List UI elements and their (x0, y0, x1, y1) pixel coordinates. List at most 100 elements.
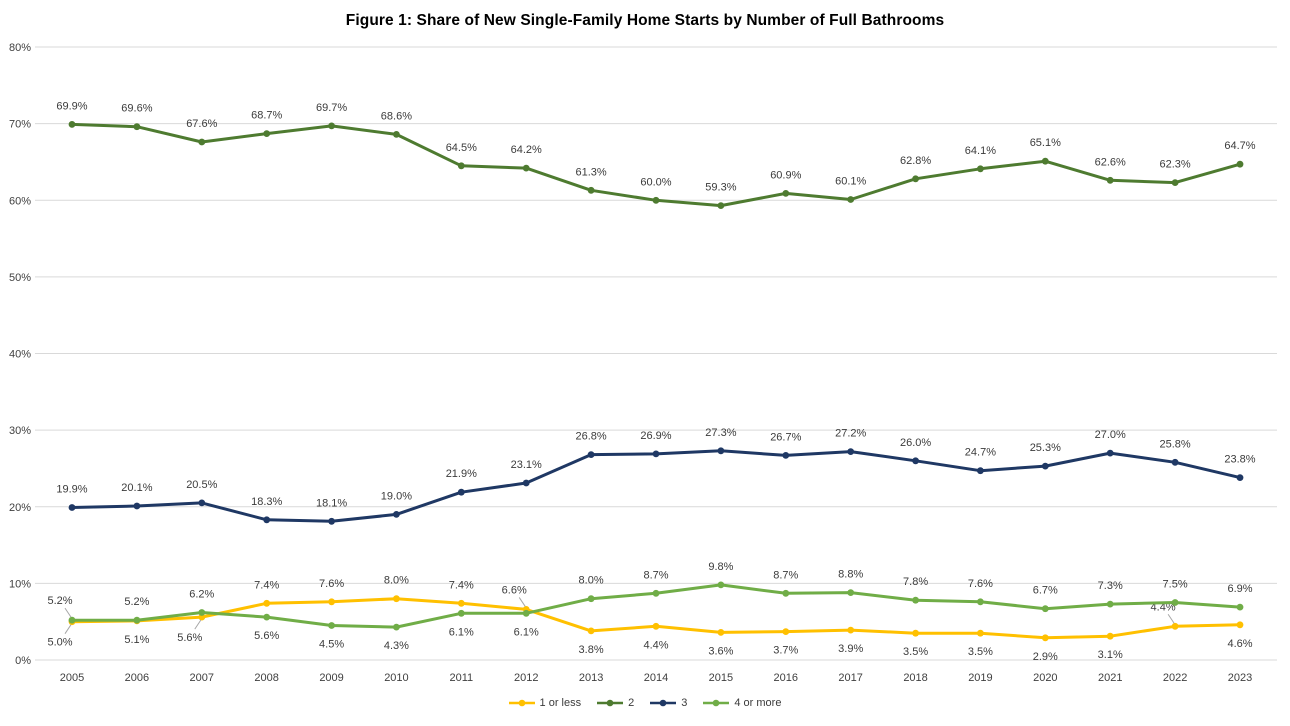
data-point (1106, 632, 1114, 640)
data-label: 69.6% (121, 103, 152, 115)
label-leader-line (64, 624, 72, 634)
data-point (328, 517, 335, 525)
data-label: 4.5% (319, 639, 344, 651)
data-label: 7.5% (1163, 579, 1188, 591)
x-tick-label: 2007 (190, 672, 214, 684)
series-4-or-more (68, 581, 1244, 631)
data-point (717, 629, 725, 636)
x-tick-label: 2022 (1163, 672, 1187, 684)
data-label: 68.7% (251, 110, 282, 122)
data-label: 18.1% (316, 497, 347, 509)
data-point (328, 122, 335, 130)
data-label: 9.8% (708, 561, 733, 573)
data-label: 3.5% (903, 646, 928, 658)
data-point (847, 589, 855, 596)
data-point (1041, 462, 1049, 470)
y-tick-label: 0% (15, 655, 31, 667)
data-label: 19.0% (381, 490, 412, 502)
data-point (393, 623, 400, 631)
data-point (847, 196, 855, 203)
data-point (782, 190, 790, 197)
legend-marker-1-or-less (508, 699, 535, 707)
chart-title: Figure 1: Share of New Single-Family Hom… (345, 12, 945, 29)
data-label: 64.2% (511, 144, 542, 156)
series-line-2 (70, 122, 1242, 208)
data-labels-2: 69.9% 69.6% 67.6% 68.7% 69.7% 68.6% 64.5% 64.2%… (56, 100, 1255, 193)
data-point (328, 622, 335, 629)
data-point (198, 609, 206, 616)
data-point (393, 511, 400, 518)
data-label: 61.3% (575, 166, 606, 178)
data-point (652, 450, 660, 458)
series-1-or-less (68, 595, 1244, 642)
data-point (263, 613, 271, 621)
data-label: 3.8% (579, 644, 604, 656)
data-label: 26.7% (770, 431, 801, 443)
data-label: 59.3% (705, 182, 736, 194)
data-point (263, 599, 271, 607)
x-tick-label: 2016 (774, 672, 798, 684)
data-label: 7.6% (319, 578, 344, 590)
label-leader-line (194, 619, 202, 630)
data-point (782, 452, 790, 459)
legend-label: 2 (628, 697, 635, 709)
label-leader-line (64, 607, 72, 618)
data-point (652, 589, 660, 597)
data-label: 3.1% (1098, 649, 1123, 661)
data-label: 6.7% (1033, 585, 1058, 597)
legend-item-3: 3 (650, 697, 687, 709)
data-point (977, 165, 984, 173)
x-tick-label: 2021 (1098, 672, 1122, 684)
data-label: 67.6% (186, 118, 217, 130)
data-point (1236, 603, 1244, 611)
data-point (1041, 605, 1049, 613)
x-tick-label: 2006 (125, 672, 149, 684)
data-label: 27.2% (835, 428, 866, 440)
data-label: 4.6% (1227, 638, 1252, 650)
data-label: 7.4% (254, 579, 279, 591)
data-label: 62.6% (1095, 156, 1126, 168)
legend-label: 3 (681, 697, 688, 709)
data-label: 5.1% (124, 634, 149, 646)
data-point (263, 516, 271, 524)
data-point (198, 499, 206, 507)
x-tick-label: 2015 (709, 672, 733, 684)
data-label: 8.7% (643, 569, 668, 581)
data-point (1236, 621, 1244, 629)
data-point (1041, 634, 1049, 642)
data-point (587, 627, 595, 635)
data-label: 23.8% (1224, 454, 1255, 466)
data-point (68, 121, 76, 128)
data-label: 6.2% (189, 589, 214, 601)
x-tick-label: 2011 (450, 672, 474, 684)
data-label: 18.3% (251, 496, 282, 508)
data-label: 64.7% (1224, 140, 1255, 152)
data-point (587, 595, 595, 603)
data-label: 7.6% (968, 578, 993, 590)
series-3 (68, 447, 1244, 525)
data-label: 27.3% (705, 427, 736, 439)
legend-item-1-or-less: 1 or less (508, 697, 581, 709)
data-label: 3.9% (838, 643, 863, 655)
data-point (912, 457, 919, 465)
data-point (133, 502, 141, 510)
data-point (457, 609, 465, 617)
data-label: 4.3% (384, 640, 409, 652)
legend-label: 4 or more (734, 697, 782, 709)
data-label: 2.9% (1033, 651, 1058, 663)
data-label: 69.7% (316, 102, 347, 114)
x-tick-label: 2013 (579, 672, 603, 684)
data-label: 3.5% (968, 646, 993, 658)
x-tick-label: 2023 (1228, 672, 1252, 684)
x-axis-labels: 2005 2006 2007 2008 2009 2010 2011 2012 2013 2014… (60, 672, 1252, 684)
data-label: 8.0% (384, 575, 409, 587)
x-tick-label: 2014 (644, 672, 668, 684)
data-point (1236, 160, 1244, 168)
data-label: 6.6% (502, 584, 527, 596)
data-point (977, 598, 984, 606)
data-point (587, 451, 595, 458)
y-tick-label: 50% (9, 272, 31, 284)
data-label: 65.1% (1030, 137, 1061, 149)
data-point (133, 123, 141, 131)
